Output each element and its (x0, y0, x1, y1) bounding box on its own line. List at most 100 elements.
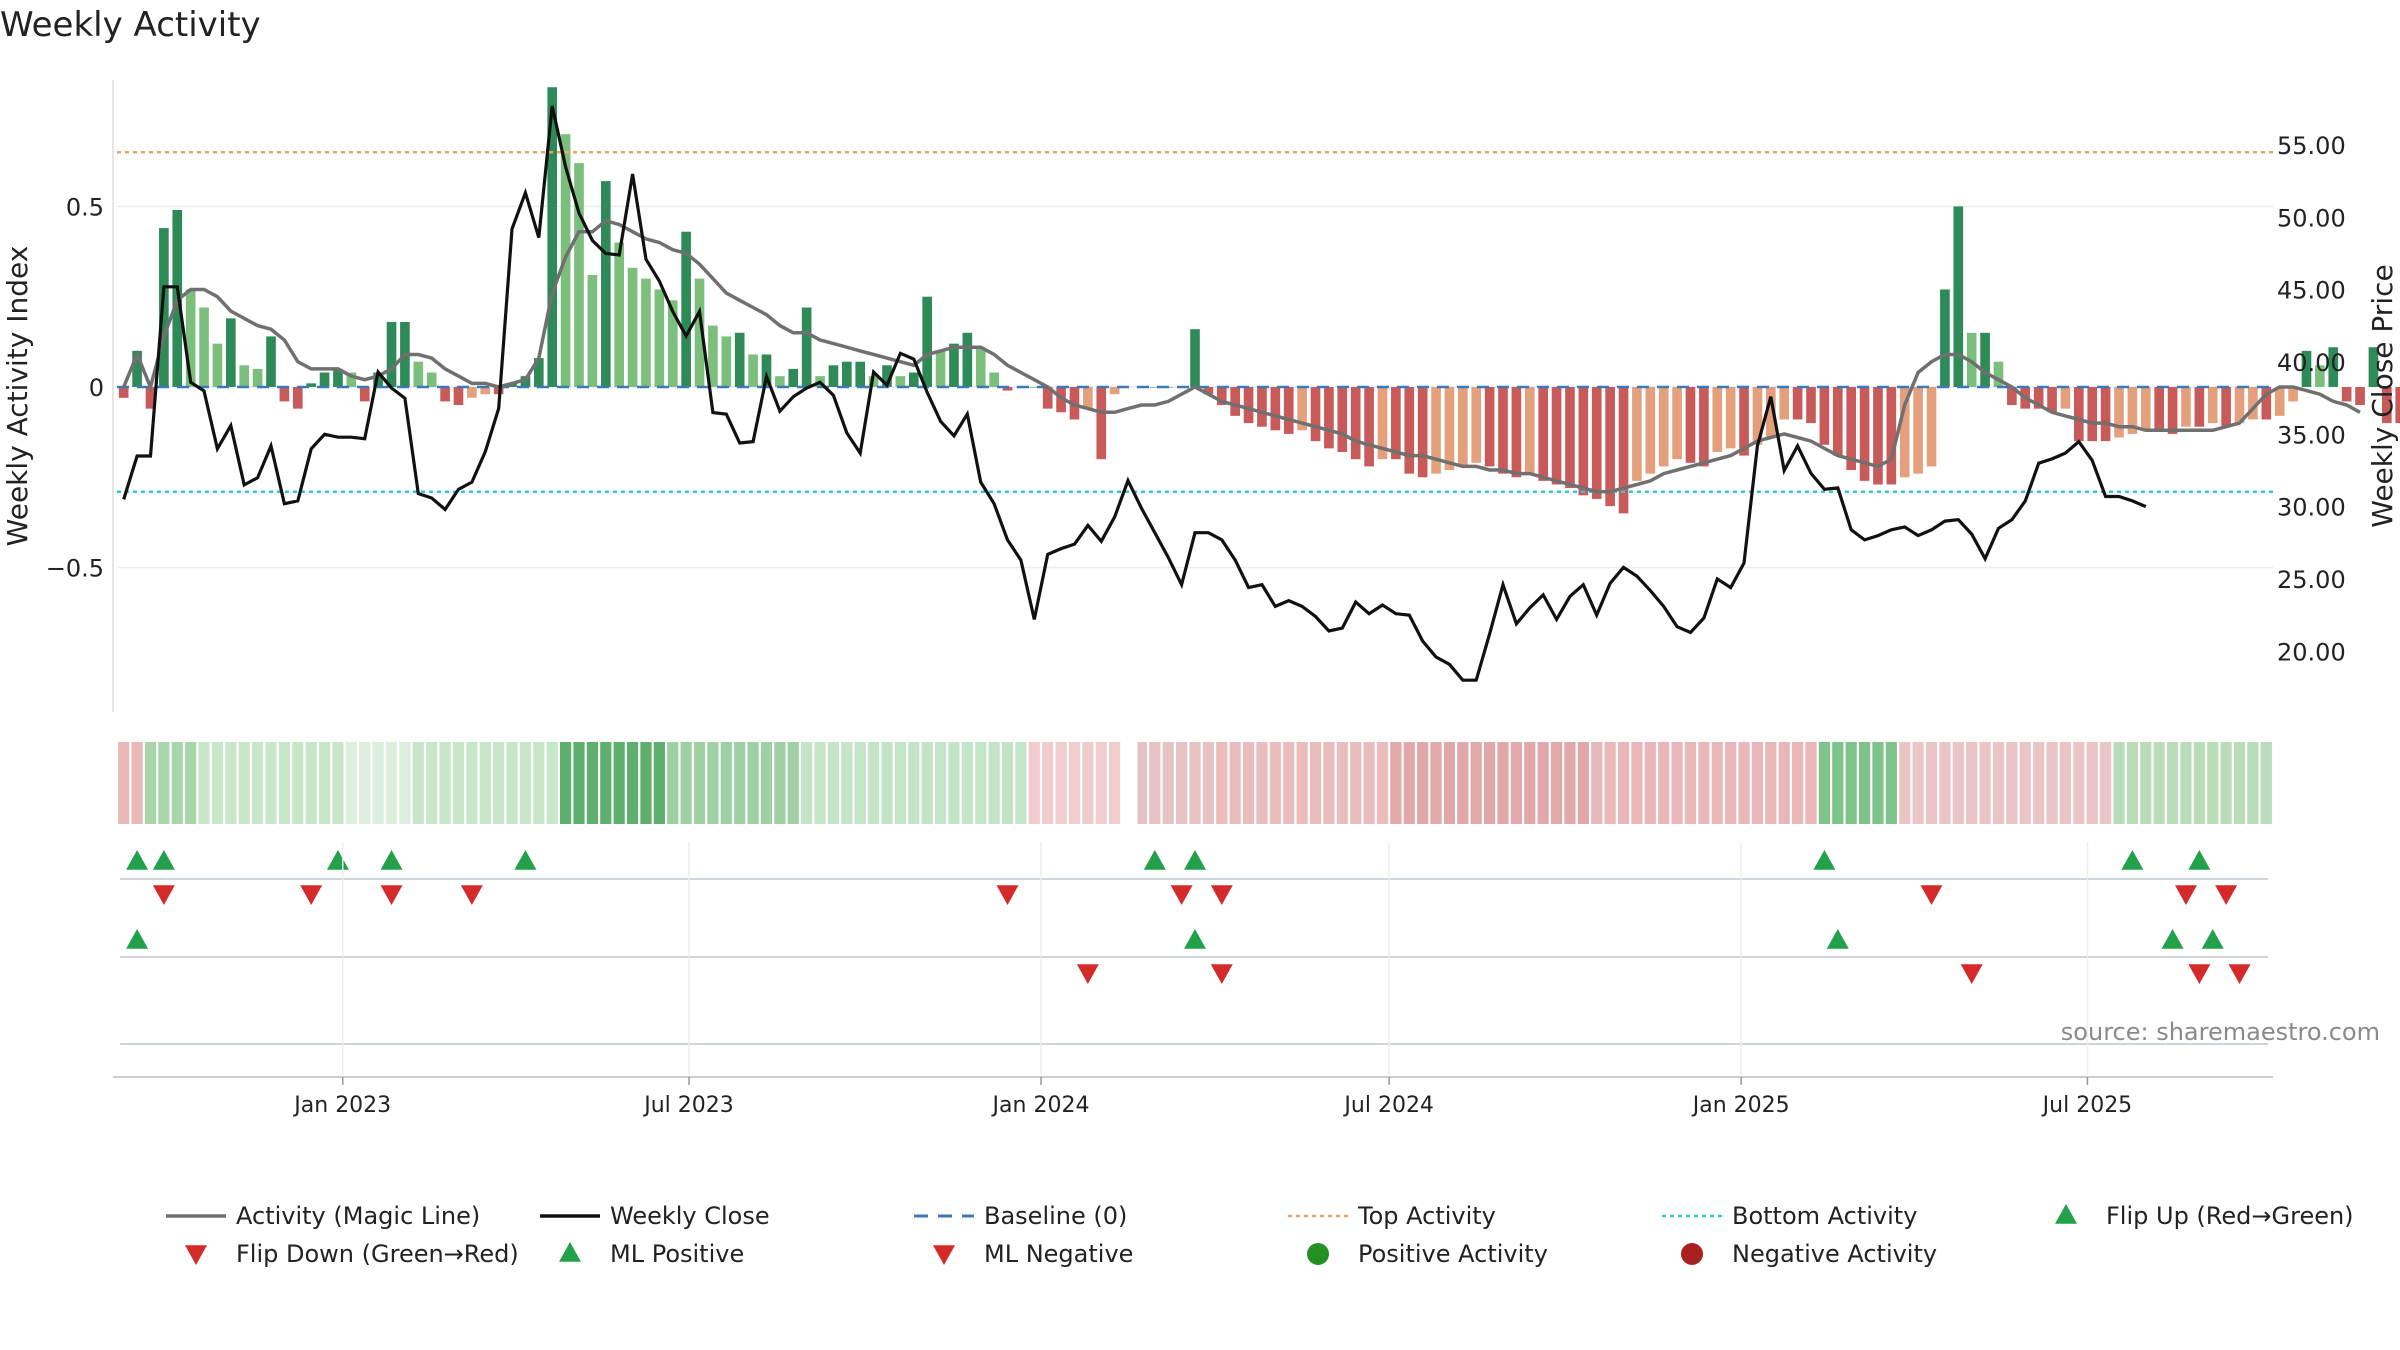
activity-bar (1364, 386, 1374, 467)
legend-item: Bottom Activity (1662, 1202, 1917, 1230)
activity-bar (1591, 386, 1602, 499)
activity-bar (1270, 386, 1281, 431)
activity-bar (2315, 365, 2325, 387)
activity-bar (2074, 386, 2084, 442)
chart-title: Weekly Activity (0, 5, 261, 45)
activity-bar (226, 318, 236, 387)
activity-bar (2355, 386, 2365, 406)
x-tick-label: Jan 2025 (1691, 1093, 1790, 1118)
flip-up-marker (2188, 850, 2211, 870)
activity-bar (1498, 386, 1508, 474)
legend-label: ML Positive (610, 1240, 744, 1268)
legend-label: Bottom Activity (1732, 1202, 1917, 1230)
legend-swatch (559, 1242, 581, 1262)
activity-bar (908, 372, 919, 387)
legend-swatch (185, 1245, 207, 1265)
y-axis-label: Weekly Activity Index (1, 246, 34, 547)
activity-bar (842, 361, 852, 387)
activity-bar (333, 368, 343, 387)
flip-down-marker (996, 885, 1019, 905)
activity-bar (266, 336, 276, 387)
activity-bar (2087, 386, 2098, 442)
activity-bar (748, 354, 758, 387)
legend-item: ML Positive (559, 1240, 744, 1268)
flip-up-marker (380, 850, 403, 870)
activity-bar (1725, 386, 1736, 449)
activity-bar (1484, 386, 1495, 467)
legend-item: Flip Up (Red→Green) (2055, 1202, 2354, 1230)
ml-negative-marker (1076, 964, 1099, 984)
legend-item: Weekly Close (540, 1202, 770, 1230)
activity-bar (1899, 386, 1910, 478)
activity-bar (2207, 386, 2218, 424)
activity-bar (1645, 386, 1656, 474)
activity-bar (922, 296, 932, 387)
activity-bar (734, 332, 745, 387)
legend-label: Positive Activity (1358, 1240, 1548, 1268)
y-tick-label: 0.5 (66, 193, 104, 221)
activity-bar (1806, 386, 1816, 424)
legend-label: Weekly Close (610, 1202, 770, 1230)
activity-bar (467, 386, 477, 398)
strip-band (1215, 742, 1390, 824)
activity-bar (292, 386, 303, 409)
x-tick-label: Jan 2023 (292, 1093, 391, 1118)
activity-bar (1752, 386, 1763, 445)
activity-bar (346, 372, 357, 387)
activity-bar (118, 386, 129, 398)
activity-bar (1190, 329, 1200, 387)
y-tick-label: −0.5 (46, 555, 104, 583)
flip-up-marker (2121, 850, 2144, 870)
flip-down-marker (300, 885, 323, 905)
activity-bar (949, 343, 959, 387)
activity-bar (212, 343, 223, 387)
activity-bar (1832, 386, 1843, 456)
activity-bar (145, 386, 156, 409)
activity-bar (1739, 386, 1749, 456)
activity-bar (1150, 386, 1160, 388)
activity-bar (1042, 386, 1053, 409)
activity-bar (1203, 386, 1214, 395)
series-magic-line (122, 218, 2361, 494)
activity-bar (159, 228, 169, 387)
activity-bar (1471, 386, 1482, 463)
activity-bar (1337, 386, 1348, 452)
legend-item: Flip Down (Green→Red) (185, 1240, 519, 1268)
activity-bar (935, 350, 946, 387)
activity-bar (828, 365, 839, 387)
activity-bar (962, 332, 973, 387)
activity-bar (2248, 386, 2258, 420)
strip-band (799, 742, 1028, 824)
activity-bar (1766, 386, 1776, 438)
y2-tick-label: 35.00 (2277, 421, 2346, 449)
activity-bar (2100, 386, 2111, 442)
legend-item: ML Negative (933, 1240, 1133, 1268)
activity-bar (1859, 386, 1870, 481)
activity-bar (1002, 386, 1013, 391)
activity-bar (252, 368, 263, 387)
y2-tick-label: 20.00 (2277, 638, 2346, 666)
activity-bar (1886, 386, 1897, 485)
activity-bar (2194, 386, 2205, 427)
activity-bar (641, 278, 651, 387)
activity-bar (1873, 386, 1883, 485)
activity-bar (1458, 386, 1468, 467)
ml-positive-marker (1184, 929, 1206, 949)
activity-bar (2261, 386, 2272, 420)
activity-bar (1417, 386, 1428, 478)
activity-bar (319, 372, 330, 387)
y2-tick-label: 55.00 (2277, 132, 2346, 160)
activity-bar (1283, 386, 1294, 434)
activity-bar (1672, 386, 1682, 460)
activity-bar (1993, 361, 2004, 387)
activity-bar (534, 358, 544, 387)
activity-bar (199, 307, 209, 387)
y2-axis-label: Weekly Close Price (2366, 264, 2399, 527)
legend-label: Top Activity (1357, 1202, 1496, 1230)
activity-bar (2221, 386, 2231, 427)
activity-bar (2288, 386, 2298, 402)
activity-bar (2301, 350, 2312, 387)
activity-bar (1819, 386, 1830, 445)
activity-bar (761, 354, 772, 387)
legend-swatch (1307, 1243, 1329, 1265)
